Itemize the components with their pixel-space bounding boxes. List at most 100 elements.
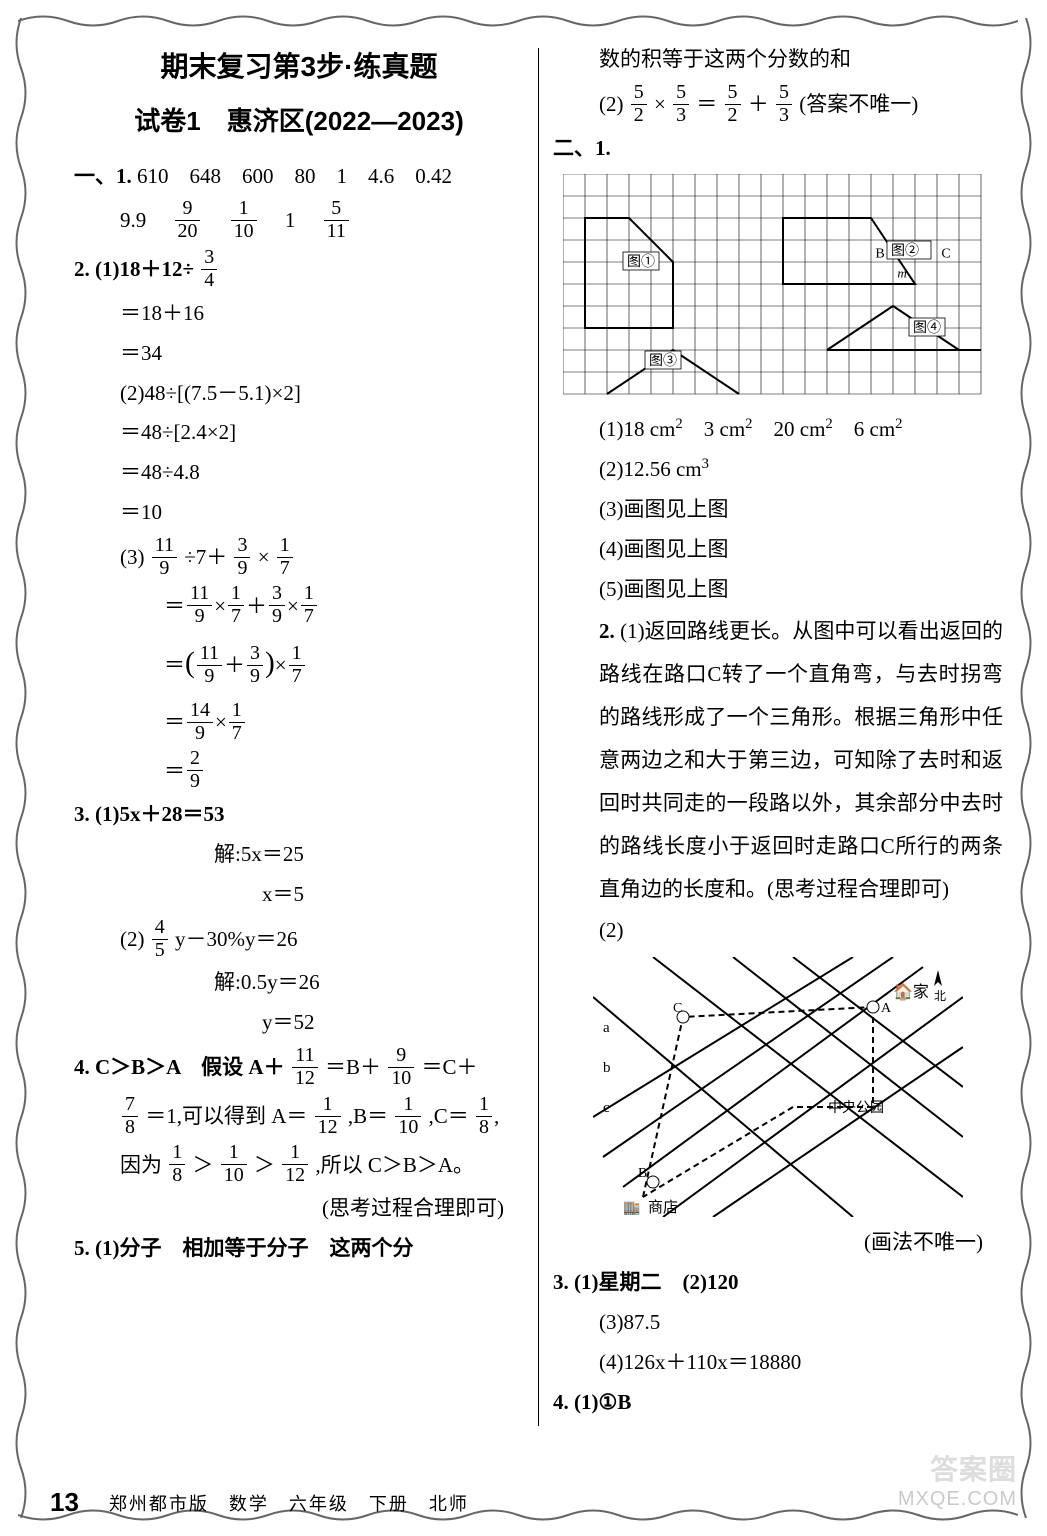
t: ＞ xyxy=(192,1153,213,1177)
watermark-url: MXQE.COM xyxy=(898,1487,1017,1511)
svg-text:A: A xyxy=(881,1001,892,1016)
svg-text:中央公园: 中央公园 xyxy=(828,1100,884,1116)
svg-text:C: C xyxy=(941,247,950,262)
sec1-label: 一、1. xyxy=(74,164,132,188)
r-q3: 3. (1)星期二 (2)120 xyxy=(553,1263,1003,1303)
r-q2-1: 2. (1)返回路线更长。从图中可以看出返回的路线在路口C转了一个直角弯，与去时… xyxy=(599,610,1003,911)
q2-1a: ＝18＋16 xyxy=(74,294,524,334)
r-a1-1: (1)18 cm2 3 cm2 20 cm2 6 cm2 xyxy=(553,410,1003,450)
q4: 4. C＞B＞A 假设 A＋ 1112 ＝B＋ 910 ＝C＋ xyxy=(74,1043,524,1092)
title-sub: 试卷1 惠济区(2022—2023) xyxy=(74,97,524,146)
svg-text:a: a xyxy=(603,1020,610,1036)
columns: 期末复习第3步·练真题 试卷1 惠济区(2022—2023) 一、1. 610 … xyxy=(60,40,1017,1486)
svg-text:北: 北 xyxy=(934,989,946,1003)
q1-line2: 9.9 920 110 1 511 xyxy=(74,196,524,245)
svg-text:图③: 图③ xyxy=(649,353,677,369)
svg-text:b: b xyxy=(603,1060,611,1076)
frac-5-11: 511 xyxy=(324,198,349,243)
t: (2) xyxy=(599,92,624,116)
map-diagram: 🏠家中央公园🏬商店abcCAB北 xyxy=(593,957,963,1217)
q3-2a: 解:0.5y＝26 xyxy=(74,963,524,1003)
q2-2: (2)48÷[(7.5－5.1)×2] xyxy=(74,374,524,414)
frac-4-5: 45 xyxy=(152,917,168,962)
watermark-cn: 答案圈 xyxy=(898,1453,1017,1487)
svg-text:图②: 图② xyxy=(891,243,919,259)
r-a1-3: (3)画图见上图 xyxy=(553,490,1003,530)
q5: 5. (1)分子 相加等于分子 这两个分 xyxy=(74,1229,524,1269)
page-number: 13 xyxy=(50,1487,79,1518)
q1-answers-1: 610 648 600 80 1 4.6 0.42 xyxy=(137,164,452,188)
t: ,B＝ xyxy=(348,1104,388,1128)
r-q4: 4. (1)①B xyxy=(553,1383,1003,1423)
footer-text: 郑州都市版 数学 六年级 下册 北师 xyxy=(109,1490,469,1516)
t: 1 xyxy=(285,208,296,232)
svg-text:图④: 图④ xyxy=(913,320,941,336)
svg-text:B: B xyxy=(875,247,884,262)
svg-text:C: C xyxy=(673,1001,682,1016)
frac-1-7a: 17 xyxy=(277,535,293,580)
t: ＋ xyxy=(748,92,769,116)
t: ＞ xyxy=(254,1153,275,1177)
t: ,所以 C＞B＞A。 xyxy=(315,1153,474,1177)
r-q3c: (4)126x＋110x＝18880 xyxy=(553,1343,1003,1383)
t: 4. C＞B＞A 假设 A＋ xyxy=(74,1055,285,1079)
r-q3b: (3)87.5 xyxy=(553,1303,1003,1343)
svg-text:B: B xyxy=(638,1166,647,1181)
r-topline: 数的积等于这两个分数的和 xyxy=(553,40,1003,80)
footer: 13 郑州都市版 数学 六年级 下册 北师 xyxy=(50,1487,997,1518)
t: (3) xyxy=(120,545,145,569)
r-a1-2: (2)12.56 cm3 xyxy=(553,450,1003,490)
t: ＝ xyxy=(696,92,717,116)
t: (答案不唯一) xyxy=(799,92,918,116)
frac-3-9a: 39 xyxy=(234,535,250,580)
left-column: 期末复习第3步·练真题 试卷1 惠济区(2022—2023) 一、1. 610 … xyxy=(60,40,538,1486)
q2-3: (3) 119 ÷7＋ 39 × 17 xyxy=(74,533,524,582)
q2-3d: ＝29 xyxy=(74,747,524,796)
q4-note: (思考过程合理即可) xyxy=(74,1189,524,1229)
q2-3a: ＝119×17＋39×17 xyxy=(74,582,524,631)
sec2-label: 二、1. xyxy=(553,136,611,160)
svg-text:🏬: 🏬 xyxy=(623,1201,641,1216)
q2-2c: ＝10 xyxy=(74,493,524,533)
grid-diagram: 图① 图② B Cm 图③ 图④ xyxy=(563,174,993,404)
r-a1-4: (4)画图见上图 xyxy=(553,530,1003,570)
frac-3-4: 34 xyxy=(201,247,217,292)
q2-2b: ＝48÷4.8 xyxy=(74,453,524,493)
svg-text:c: c xyxy=(603,1100,610,1116)
q3-2b: y＝52 xyxy=(74,1003,524,1043)
q3-1: 3. (1)5x＋28＝53 xyxy=(74,795,524,835)
r-a1-5: (5)画图见上图 xyxy=(553,570,1003,610)
q2-1b: ＝34 xyxy=(74,334,524,374)
right-column: 数的积等于这两个分数的和 (2) 52 × 53 ＝ 52 ＋ 53 (答案不唯… xyxy=(539,40,1017,1486)
t: y－30%y＝26 xyxy=(175,927,298,951)
watermark: 答案圈 MXQE.COM xyxy=(898,1453,1017,1511)
svg-text:图①: 图① xyxy=(627,254,655,270)
frac-9-20: 920 xyxy=(175,198,201,243)
t: ＝B＋ xyxy=(325,1055,381,1079)
q2-3c: ＝149×17 xyxy=(74,698,524,747)
t: × xyxy=(258,545,270,569)
t: × xyxy=(654,92,666,116)
t: (2) xyxy=(120,927,145,951)
r-q2-2-label: (2) xyxy=(553,911,1003,951)
q1-line1: 一、1. 610 648 600 80 1 4.6 0.42 xyxy=(74,157,524,197)
q2-3b: ＝(119＋39)×17 xyxy=(74,630,524,698)
q3-1a: 解:5x＝25 xyxy=(74,835,524,875)
t: 因为 xyxy=(120,1153,162,1177)
q3-2: (2) 45 y－30%y＝26 xyxy=(74,915,524,964)
r-q2-2-note: (画法不唯一) xyxy=(553,1223,1003,1263)
t: 9.9 xyxy=(120,208,167,232)
t: ＝1,可以得到 A＝ xyxy=(145,1104,307,1128)
q4b: 78 ＝1,可以得到 A＝ 112 ,B＝ 110 ,C＝ 18, xyxy=(74,1092,524,1141)
t: ,C＝ xyxy=(429,1104,469,1128)
sec2: 二、1. 图① 图② B Cm 图③ 图④ xyxy=(553,129,1003,405)
t: ÷7＋ xyxy=(184,545,227,569)
svg-text:m: m xyxy=(897,266,906,281)
q2-2a: ＝48÷[2.4×2] xyxy=(74,413,524,453)
title-main: 期末复习第3步·练真题 xyxy=(74,40,524,93)
q2-1: 2. (1)18＋12÷ 34 xyxy=(74,245,524,294)
svg-text:🏠家: 🏠家 xyxy=(893,983,929,1001)
q4c: 因为 18 ＞ 110 ＞ 112 ,所以 C＞B＞A。 xyxy=(74,1141,524,1190)
r-eq: (2) 52 × 53 ＝ 52 ＋ 53 (答案不唯一) xyxy=(553,80,1003,129)
frac-1-10: 110 xyxy=(231,198,257,243)
